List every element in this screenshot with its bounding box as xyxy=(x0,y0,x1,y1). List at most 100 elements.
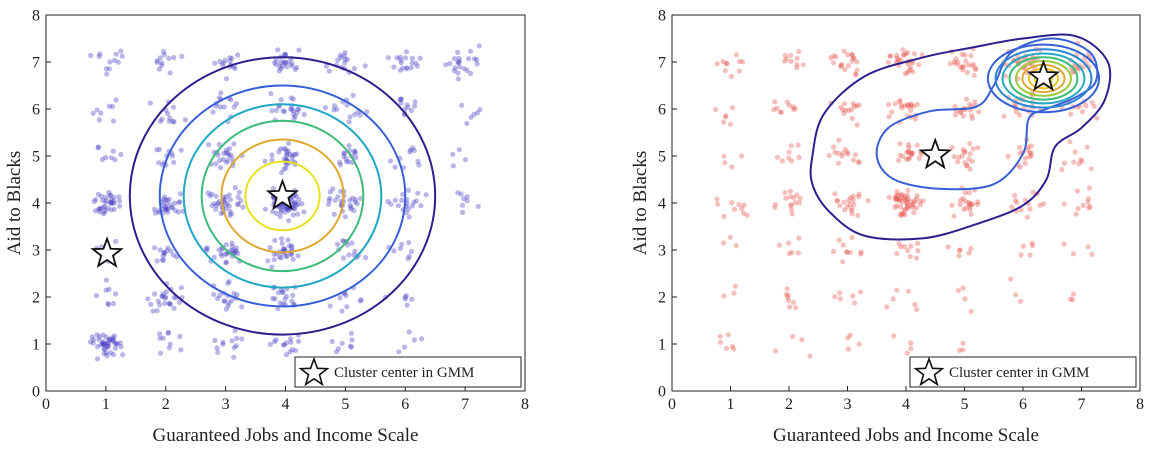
data-point xyxy=(419,336,425,342)
data-point xyxy=(175,209,181,215)
data-point xyxy=(331,211,337,217)
data-point xyxy=(741,210,747,216)
data-point xyxy=(1089,251,1095,257)
data-point xyxy=(961,206,967,212)
data-point xyxy=(792,106,798,112)
data-point xyxy=(289,61,295,67)
data-point xyxy=(284,151,290,157)
data-point xyxy=(901,103,907,109)
data-point xyxy=(850,101,856,107)
data-point xyxy=(279,240,285,246)
data-point xyxy=(332,197,338,203)
y-axis-label: Aid to Blacks xyxy=(4,151,25,256)
data-point xyxy=(1086,185,1092,191)
data-point xyxy=(100,342,106,348)
data-point xyxy=(464,198,470,204)
data-point xyxy=(807,353,813,359)
data-point xyxy=(957,247,963,254)
data-point xyxy=(450,151,456,157)
data-point xyxy=(164,248,170,254)
data-point xyxy=(772,201,779,207)
data-point xyxy=(834,198,840,204)
data-point xyxy=(231,345,237,351)
data-point xyxy=(729,164,735,170)
contour-line xyxy=(220,138,345,254)
data-point xyxy=(112,333,118,339)
data-point xyxy=(772,205,778,211)
y-tick-label: 8 xyxy=(32,8,40,25)
data-point xyxy=(847,201,853,208)
chart-canvas-right: 0 1 2 3 4 5 6 7 8 0 1 2 3 4 5 6 7 8 Guaranteed Jobs and In… xyxy=(630,8,1144,447)
contour-line xyxy=(128,56,437,336)
data-point xyxy=(728,73,734,79)
gmm-plot-left: 0 1 2 3 4 5 6 7 8 0 1 2 3 4 5 6 7 8 Guaranteed Jobs and In… xyxy=(0,0,578,447)
data-point xyxy=(900,153,906,159)
data-point xyxy=(451,56,458,62)
data-point xyxy=(326,68,332,74)
data-point xyxy=(858,249,864,255)
data-point xyxy=(108,350,114,356)
data-point xyxy=(398,60,404,66)
data-point xyxy=(1025,147,1031,153)
data-point xyxy=(774,105,780,111)
data-point xyxy=(290,152,296,158)
data-point xyxy=(295,211,301,217)
data-point xyxy=(277,204,283,210)
data-point xyxy=(975,199,981,205)
data-point xyxy=(215,200,221,206)
data-point xyxy=(904,193,910,199)
data-point xyxy=(856,191,862,197)
data-point xyxy=(966,200,972,207)
data-point xyxy=(292,66,298,72)
data-point xyxy=(906,155,912,161)
data-point xyxy=(776,242,782,248)
data-point xyxy=(337,295,343,301)
data-point xyxy=(221,298,227,304)
data-point xyxy=(107,59,113,65)
data-point xyxy=(962,160,968,166)
data-point xyxy=(339,308,345,314)
data-point xyxy=(945,244,951,250)
data-point xyxy=(785,294,791,301)
data-point xyxy=(161,249,167,255)
data-point xyxy=(229,298,235,304)
data-point xyxy=(967,204,973,210)
data-point xyxy=(228,97,234,103)
data-point xyxy=(913,196,920,202)
y-tick-label: 4 xyxy=(32,196,40,213)
x-axis-label: Guaranteed Jobs and Income Scale xyxy=(773,425,1039,446)
data-point xyxy=(963,205,969,211)
data-point xyxy=(157,55,163,61)
data-point xyxy=(283,59,289,66)
data-point xyxy=(774,154,781,160)
data-point xyxy=(967,101,973,107)
data-point xyxy=(729,200,735,206)
data-point xyxy=(732,283,738,289)
data-point xyxy=(273,61,279,67)
data-point xyxy=(889,109,895,115)
data-point xyxy=(163,289,169,295)
data-point xyxy=(402,296,408,302)
data-point xyxy=(852,71,859,77)
data-point xyxy=(95,144,102,150)
data-point xyxy=(397,54,403,60)
data-point xyxy=(223,205,229,211)
data-point xyxy=(223,159,230,165)
data-point xyxy=(966,250,972,256)
data-point xyxy=(161,49,167,55)
data-point xyxy=(120,352,126,358)
data-point xyxy=(391,248,397,254)
data-point xyxy=(147,100,153,106)
data-point xyxy=(787,188,794,194)
data-point xyxy=(331,107,337,113)
y-tick-label: 2 xyxy=(32,290,40,307)
data-point xyxy=(270,209,276,215)
data-point xyxy=(407,149,413,155)
data-point xyxy=(392,197,398,203)
data-point xyxy=(169,205,175,211)
data-point xyxy=(96,206,102,212)
data-point xyxy=(844,149,850,155)
data-point xyxy=(907,63,914,70)
data-point xyxy=(288,242,295,249)
data-point xyxy=(1084,144,1090,150)
